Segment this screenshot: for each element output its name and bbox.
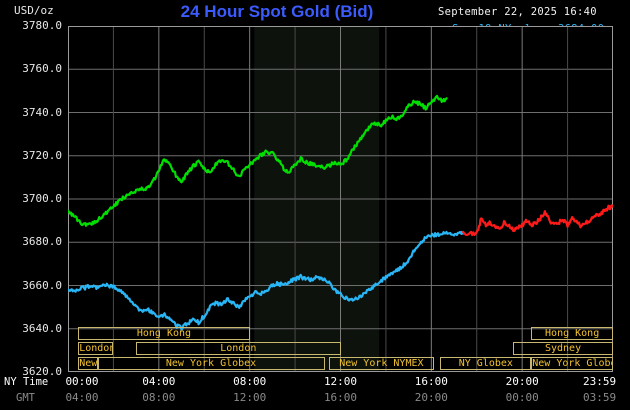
market-session-bars: Hong Kong Hong Kong London London Sydney New … (68, 327, 613, 373)
session-bar-label: NY Globex (458, 358, 513, 369)
y-axis-tick-label: 3660.0 (22, 278, 62, 292)
session-bar: NY Globex (440, 357, 532, 370)
x-axis-tick-gmt: 16:00 (323, 391, 358, 404)
x-axis: NY Time GMT 00:00 04:00 08:00 12:00 16:00 20:… (0, 374, 630, 410)
y-axis-tick-label: 3780.0 (22, 19, 62, 32)
x-axis-tick-gmt: 08:00 (142, 391, 176, 404)
series-line-19 (68, 230, 465, 331)
session-bar: New York Globex (78, 357, 98, 370)
session-row: New York Globex New York Globex New York N… (68, 357, 613, 370)
session-bar-label: London (79, 343, 114, 354)
series-line-22 (68, 94, 448, 227)
plot-area (68, 26, 613, 372)
x-axis-tick-ny: 16:00 (414, 375, 448, 388)
session-bar-label: New York Globex (79, 358, 98, 369)
series-line-21 (462, 204, 613, 237)
timestamp: September 22, 2025 16:40 (438, 6, 597, 18)
session-bar: Sydney (513, 342, 613, 355)
chart-title-text: 24 Hour Spot Gold (Bid) (180, 2, 374, 21)
y-axis-tick-label: 3740.0 (22, 105, 62, 119)
x-axis-tick-ny: 20:00 (505, 375, 539, 388)
y-axis-unit-label: USD/oz (14, 4, 54, 17)
x-axis-tick-gmt: 03:59 (582, 391, 617, 404)
x-axis-tick-ny: 04:00 (142, 375, 176, 388)
session-bar-label: Sydney (544, 343, 582, 354)
session-bar-label: New York NYMEX (339, 358, 424, 369)
y-axis-tick-label: 3620.0 (22, 365, 62, 378)
session-bar-label: London (220, 343, 257, 354)
x-axis-tick-gmt: 20:00 (414, 391, 448, 404)
session-bar: Hong Kong (531, 327, 613, 340)
y-axis-tick-label: 3640.0 (22, 321, 62, 335)
x-axis-row2-name: GMT (16, 392, 35, 404)
x-axis-tick-ny: 23:59 (582, 375, 617, 388)
x-axis-tick-ny: 12:00 (323, 375, 358, 388)
chart-title: 24 Hour Spot Gold (Bid) (0, 2, 630, 22)
x-axis-tick-ny: 00:00 (65, 375, 99, 388)
x-axis-tick-gmt: 00:00 (505, 391, 539, 404)
session-bar-label: Hong Kong (136, 328, 192, 339)
session-bar-label: New York Globex (165, 358, 257, 369)
x-axis-tick-ny: 08:00 (233, 375, 267, 388)
session-bar: Hong Kong (78, 327, 250, 340)
x-axis-tick-gmt: 12:00 (233, 391, 267, 404)
plot-border (68, 26, 613, 372)
y-axis-tick-label: 3720.0 (22, 148, 62, 162)
y-axis-tick-label: 3700.0 (22, 192, 62, 205)
y-axis-tick-label: 3680.0 (22, 235, 62, 249)
plot-svg (68, 26, 613, 372)
x-axis-tick-gmt: 04:00 (65, 391, 99, 404)
session-row: London London Sydney (68, 342, 613, 355)
session-bar: London (78, 342, 114, 355)
session-bar: London (136, 342, 341, 355)
session-row: Hong Kong Hong Kong (68, 327, 613, 340)
session-bar: New York Globex (97, 357, 325, 370)
session-bar-label: New York Globex (532, 358, 612, 369)
y-axis-tick-label: 3760.0 (22, 62, 62, 76)
session-bar: New York NYMEX (329, 357, 434, 370)
session-bar: New York Globex (531, 357, 613, 370)
session-bar-label: Hong Kong (545, 328, 600, 339)
x-axis-row1-name: NY Time (4, 376, 49, 388)
